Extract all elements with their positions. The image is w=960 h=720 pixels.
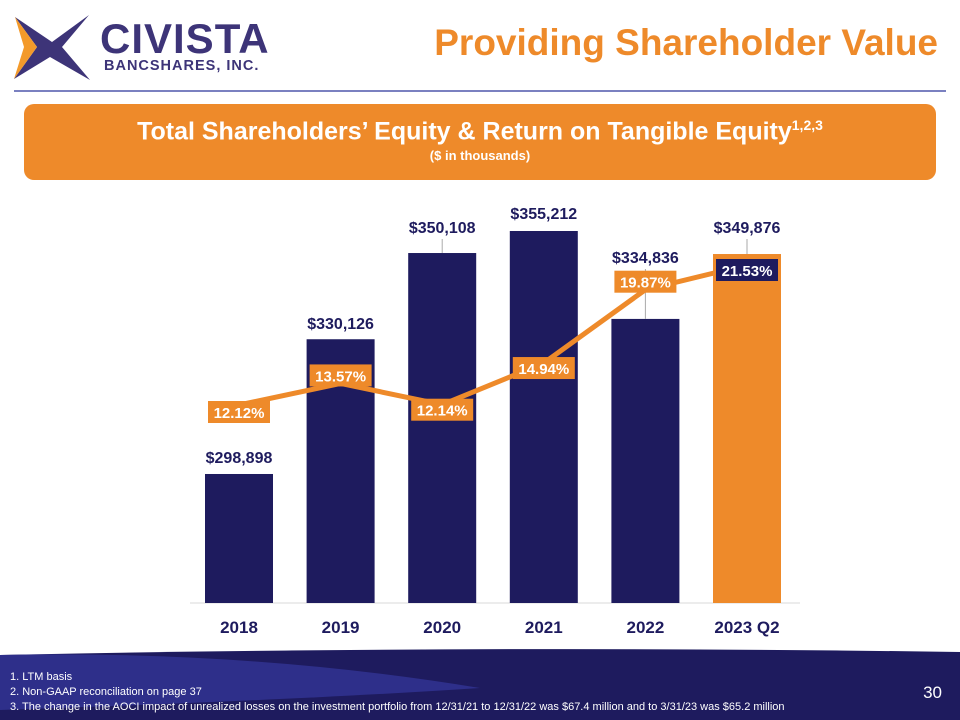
rote-label-box (208, 401, 270, 423)
bar-2018 (205, 473, 273, 603)
bar-value-label: $355,212 (510, 206, 577, 223)
rote-label: 12.12% (214, 405, 265, 422)
rote-label-box (411, 398, 474, 421)
footnote-1: 1. LTM basis (10, 671, 73, 683)
rote-label: 19.87% (620, 275, 671, 292)
civista-logo-icon (14, 15, 90, 80)
page-number: 30 (923, 683, 942, 702)
x-tick-label: 2018 (220, 618, 258, 637)
chart-title-footnotes: 1,2,3 (791, 117, 823, 133)
x-tick-label: 2023 Q2 (714, 618, 779, 637)
rote-label-box (716, 259, 778, 281)
divider (14, 90, 946, 92)
chart-banner: Total Shareholders’ Equity & Return on T… (24, 104, 936, 180)
chart-title: Total Shareholders’ Equity & Return on T… (137, 117, 792, 146)
footnote-2: 2. Non-GAAP reconciliation on page 37 (10, 686, 202, 698)
bar-2020 (408, 253, 477, 603)
brand-subtitle: BANCSHARES, INC. (104, 58, 260, 74)
x-tick-label: 2020 (423, 618, 461, 637)
rote-label: 21.53% (722, 263, 773, 280)
chart-subtitle: ($ in thousands) (429, 148, 531, 164)
bar-value-label: $350,108 (409, 220, 476, 237)
bar-2022 (611, 318, 680, 603)
bar-2023-Q2 (713, 254, 781, 604)
page-title: Providing Shareholder Value (434, 22, 938, 63)
chart: 2018 2019 2020 2021 2022 2023 Q2 $298,898 $330,… (190, 206, 800, 637)
rote-label: 14.94% (518, 361, 569, 378)
bar-value-label: $298,898 (206, 450, 273, 467)
rote-label: 13.57% (315, 368, 366, 385)
brand-name: CIVISTA (100, 15, 270, 62)
bar-value-label: $349,876 (714, 220, 781, 237)
rote-label-box (614, 270, 677, 293)
rote-label-box (309, 364, 372, 387)
footnote-3: 3. The change in the AOCI impact of unre… (10, 701, 785, 713)
bar-2021 (509, 231, 578, 603)
bar-value-label: $334,836 (612, 250, 679, 267)
rote-label-box (512, 357, 575, 380)
x-tick-label: 2019 (322, 618, 360, 637)
x-tick-label: 2021 (525, 618, 563, 637)
rote-label: 12.14% (417, 403, 468, 420)
footer-band (0, 649, 960, 720)
bar-value-label: $330,126 (307, 316, 374, 333)
x-tick-label: 2022 (626, 618, 664, 637)
